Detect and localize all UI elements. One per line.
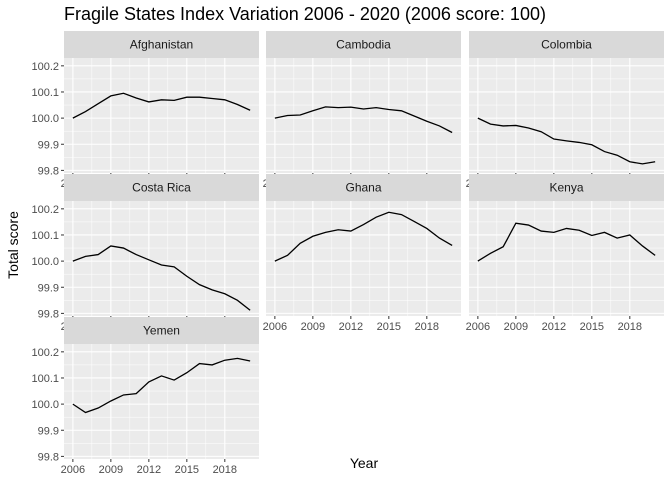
facet-strip: [64, 174, 259, 201]
y-tick-label: 99.9: [38, 139, 59, 151]
x-tick-label: 2015: [377, 321, 401, 333]
facet-strip: [64, 317, 259, 344]
facet-panel: Kenya 2006 2009 2012 2015 2018: [466, 174, 664, 333]
x-tick-label: 2006: [61, 464, 85, 476]
facet-panel: Yemen 99.8 99.9 100.0 100.1 100.2 2006 2009 2012…: [31, 317, 259, 476]
x-tick-label: 2012: [137, 464, 161, 476]
facet-strip: [64, 31, 259, 58]
facet-panel: Cambodia20062009201220152018: [263, 31, 461, 190]
y-tick-label: 100.1: [31, 373, 59, 385]
x-axis-title: Year: [350, 455, 379, 471]
facet-strip-label: Cambodia: [336, 38, 391, 52]
y-tick-label: 100.0: [31, 399, 59, 411]
panel-background: [64, 344, 259, 459]
facet-strip-label: Ghana: [345, 181, 381, 195]
y-tick-label: 100.1: [31, 230, 59, 242]
series-line: [477, 222, 656, 262]
y-tick-label: 99.8: [38, 165, 59, 177]
y-axis-title: Total score: [5, 211, 21, 279]
y-tick-label: 100.1: [31, 87, 59, 99]
facet-panels: Afghanistan 99.8 99.9 100.0 100.1 100.2 2006 20…: [31, 31, 664, 476]
series-line: [72, 357, 251, 414]
y-tick-label: 100.0: [31, 113, 59, 125]
facet-panel: Afghanistan99.899.9100.0100.1100.2200620…: [31, 31, 259, 190]
series-line: [72, 92, 251, 119]
facet-strip-label: Colombia: [541, 38, 592, 52]
series-line: [274, 211, 453, 262]
y-tick-label: 100.2: [31, 61, 59, 73]
panel-background: [469, 201, 664, 316]
x-tick-label: 2006: [263, 321, 287, 333]
panel-background: [266, 201, 461, 316]
x-tick-label: 2009: [99, 464, 123, 476]
series-line: [274, 106, 453, 134]
x-tick-label: 2018: [618, 321, 642, 333]
x-tick-label: 2012: [339, 321, 363, 333]
facet-strip: [266, 31, 461, 58]
facet-strip-label: Kenya: [549, 181, 583, 195]
y-tick-label: 100.2: [31, 347, 59, 359]
chart-title: Fragile States Index Variation 2006 - 20…: [64, 4, 546, 24]
facet-strip: [469, 174, 664, 201]
x-tick-label: 2009: [504, 321, 528, 333]
facet-strip-label: Costa Rica: [132, 181, 191, 195]
y-tick-label: 100.0: [31, 256, 59, 268]
y-tick-label: 99.8: [38, 451, 59, 463]
x-tick-label: 2015: [580, 321, 604, 333]
x-tick-label: 2009: [301, 321, 325, 333]
x-tick-label: 2006: [466, 321, 490, 333]
y-tick-label: 99.9: [38, 425, 59, 437]
y-tick-label: 100.2: [31, 204, 59, 216]
x-tick-label: 2015: [175, 464, 199, 476]
facet-panel: Costa Rica99.899.9100.0100.1100.22006200…: [31, 174, 259, 333]
series-line: [72, 245, 251, 311]
panel-background: [64, 201, 259, 316]
facet-panel: Ghana 2006 2009 2012 2015 2018: [263, 174, 461, 333]
x-tick-label: 2012: [542, 321, 566, 333]
x-tick-label: 2018: [213, 464, 237, 476]
x-tick-label: 2018: [415, 321, 439, 333]
facet-panel: Colombia20062009201220152018: [466, 31, 664, 190]
series-line: [477, 117, 656, 165]
panel-background: [64, 58, 259, 173]
facet-strip: [266, 174, 461, 201]
facet-strip-label: Yemen: [143, 324, 180, 338]
panel-background: [469, 58, 664, 173]
y-tick-label: 99.8: [38, 308, 59, 320]
y-tick-label: 99.9: [38, 282, 59, 294]
facet-strip: [469, 31, 664, 58]
facet-strip-label: Afghanistan: [130, 38, 193, 52]
